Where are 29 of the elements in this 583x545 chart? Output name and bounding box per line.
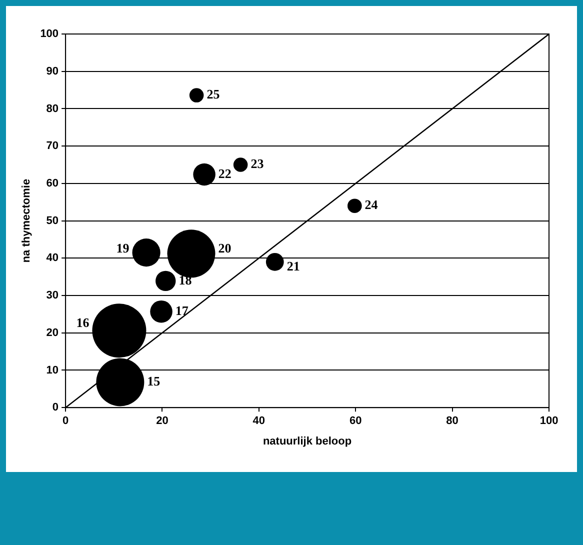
y-tick-label: 20	[46, 326, 59, 339]
y-axis-title: na thymectomie	[20, 178, 33, 263]
annotation: 17	[175, 302, 189, 318]
x-tick-label: 20	[156, 415, 168, 428]
y-tick-label: 40	[46, 252, 59, 264]
y-tick-label: 60	[46, 177, 59, 190]
annotation: 24	[364, 197, 378, 212]
y-tick-label: 100	[40, 28, 59, 40]
annotation: 23	[250, 156, 264, 172]
x-tick-label: 60	[349, 415, 362, 428]
annotation: 15	[147, 374, 161, 389]
y-tick-label: 10	[46, 364, 59, 376]
y-tick-label: 70	[46, 140, 59, 152]
x-axis-title: natuurlijk beloop	[262, 435, 352, 448]
y-tick-label: 30	[46, 290, 59, 302]
x-tick-label: 100	[540, 415, 558, 428]
x-tick-label: 80	[446, 415, 458, 428]
y-tick-label: 0	[52, 402, 59, 414]
x-tick-label: 0	[62, 415, 69, 428]
annotation: 16	[76, 315, 90, 330]
x-tick-label: 40	[252, 415, 266, 428]
annotation: 22	[218, 166, 232, 181]
y-tick-label: 80	[46, 102, 59, 115]
y-tick-label: 90	[46, 65, 59, 78]
annotation: 25	[206, 86, 220, 102]
annotation: 19	[116, 240, 130, 256]
annotation: 20	[218, 240, 232, 256]
y-tick-label: 50	[46, 214, 59, 227]
annotation: 21	[286, 258, 300, 274]
